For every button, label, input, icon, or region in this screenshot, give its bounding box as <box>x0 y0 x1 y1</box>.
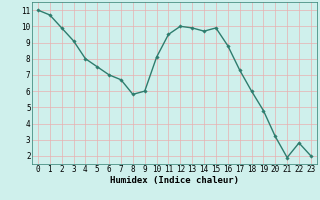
X-axis label: Humidex (Indice chaleur): Humidex (Indice chaleur) <box>110 176 239 185</box>
